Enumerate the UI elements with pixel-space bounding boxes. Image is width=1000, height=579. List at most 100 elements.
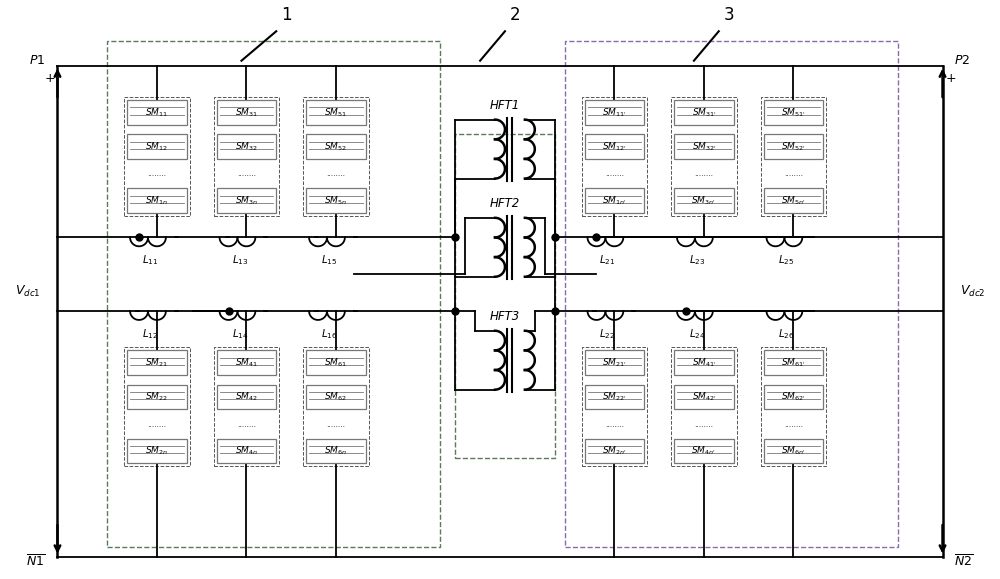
FancyBboxPatch shape bbox=[127, 188, 187, 213]
Text: $SM_{12'}$: $SM_{12'}$ bbox=[602, 140, 627, 153]
Text: $SM_{2n}$: $SM_{2n}$ bbox=[145, 445, 168, 457]
Text: $L_{14}$: $L_{14}$ bbox=[232, 327, 248, 340]
Text: $SM_{42'}$: $SM_{42'}$ bbox=[692, 391, 716, 403]
Text: HFT2: HFT2 bbox=[490, 197, 520, 210]
FancyBboxPatch shape bbox=[764, 188, 823, 213]
FancyBboxPatch shape bbox=[217, 100, 276, 124]
FancyBboxPatch shape bbox=[585, 385, 644, 409]
FancyBboxPatch shape bbox=[127, 350, 187, 375]
Text: $V_{dc2}$: $V_{dc2}$ bbox=[960, 284, 985, 299]
Text: $SM_{6n}$: $SM_{6n}$ bbox=[324, 445, 347, 457]
Text: $SM_{61}$: $SM_{61}$ bbox=[324, 357, 347, 369]
Text: $SM_{11'}$: $SM_{11'}$ bbox=[602, 106, 627, 119]
Text: $L_{22}$: $L_{22}$ bbox=[599, 327, 616, 340]
FancyBboxPatch shape bbox=[585, 188, 644, 213]
Text: $L_{12}$: $L_{12}$ bbox=[142, 327, 158, 340]
Text: $SM_{1n}$: $SM_{1n}$ bbox=[145, 195, 168, 207]
Text: $SM_{41}$: $SM_{41}$ bbox=[235, 357, 258, 369]
Text: $\overline{N2}$: $\overline{N2}$ bbox=[954, 554, 974, 569]
Text: $SM_{12}$: $SM_{12}$ bbox=[145, 140, 168, 153]
Text: ........: ........ bbox=[326, 169, 345, 178]
Text: $SM_{21'}$: $SM_{21'}$ bbox=[602, 357, 627, 369]
FancyBboxPatch shape bbox=[306, 385, 366, 409]
Text: $SM_{51}$: $SM_{51}$ bbox=[324, 106, 347, 119]
Text: $SM_{3n}$: $SM_{3n}$ bbox=[235, 195, 258, 207]
Text: $SM_{11}$: $SM_{11}$ bbox=[145, 106, 168, 119]
Text: $SM_{42}$: $SM_{42}$ bbox=[235, 391, 258, 403]
FancyBboxPatch shape bbox=[217, 439, 276, 463]
Text: $+$: $+$ bbox=[44, 72, 55, 85]
Text: $SM_{2n'}$: $SM_{2n'}$ bbox=[602, 445, 627, 457]
Text: $SM_{1n'}$: $SM_{1n'}$ bbox=[602, 195, 627, 207]
Text: $SM_{52'}$: $SM_{52'}$ bbox=[781, 140, 806, 153]
FancyBboxPatch shape bbox=[217, 188, 276, 213]
Text: $SM_{31}$: $SM_{31}$ bbox=[235, 106, 258, 119]
FancyBboxPatch shape bbox=[674, 439, 734, 463]
Text: $L_{25}$: $L_{25}$ bbox=[778, 253, 795, 267]
FancyBboxPatch shape bbox=[585, 439, 644, 463]
Text: ........: ........ bbox=[147, 169, 166, 178]
FancyBboxPatch shape bbox=[306, 439, 366, 463]
Text: $SM_{51'}$: $SM_{51'}$ bbox=[781, 106, 806, 119]
Text: $SM_{31'}$: $SM_{31'}$ bbox=[692, 106, 716, 119]
Text: $+$: $+$ bbox=[945, 72, 956, 85]
Text: $\overline{N1}$: $\overline{N1}$ bbox=[26, 554, 46, 569]
Text: $P1$: $P1$ bbox=[29, 54, 46, 67]
Text: $L_{13}$: $L_{13}$ bbox=[232, 253, 248, 267]
Text: $SM_{21}$: $SM_{21}$ bbox=[145, 357, 168, 369]
Text: $SM_{5n}$: $SM_{5n}$ bbox=[324, 195, 347, 207]
Text: $L_{21}$: $L_{21}$ bbox=[599, 253, 616, 267]
Text: $SM_{3n'}$: $SM_{3n'}$ bbox=[691, 195, 716, 207]
FancyBboxPatch shape bbox=[674, 385, 734, 409]
FancyBboxPatch shape bbox=[585, 134, 644, 159]
Text: $L_{11}$: $L_{11}$ bbox=[142, 253, 158, 267]
FancyBboxPatch shape bbox=[127, 385, 187, 409]
FancyBboxPatch shape bbox=[306, 100, 366, 124]
Text: $L_{15}$: $L_{15}$ bbox=[321, 253, 337, 267]
Text: HFT3: HFT3 bbox=[490, 310, 520, 323]
FancyBboxPatch shape bbox=[674, 350, 734, 375]
FancyBboxPatch shape bbox=[127, 134, 187, 159]
Text: $SM_{4n}$: $SM_{4n}$ bbox=[235, 445, 258, 457]
FancyBboxPatch shape bbox=[127, 439, 187, 463]
Text: ........: ........ bbox=[237, 420, 256, 428]
FancyBboxPatch shape bbox=[217, 134, 276, 159]
FancyBboxPatch shape bbox=[764, 350, 823, 375]
FancyBboxPatch shape bbox=[764, 439, 823, 463]
Text: $L_{23}$: $L_{23}$ bbox=[689, 253, 705, 267]
FancyBboxPatch shape bbox=[585, 100, 644, 124]
Text: $SM_{41'}$: $SM_{41'}$ bbox=[692, 357, 716, 369]
Text: 3: 3 bbox=[723, 6, 734, 24]
Text: $SM_{52}$: $SM_{52}$ bbox=[324, 140, 347, 153]
Text: $SM_{62}$: $SM_{62}$ bbox=[324, 391, 347, 403]
Text: $SM_{62'}$: $SM_{62'}$ bbox=[781, 391, 806, 403]
Text: $SM_{22'}$: $SM_{22'}$ bbox=[602, 391, 627, 403]
FancyBboxPatch shape bbox=[127, 100, 187, 124]
Text: $L_{26}$: $L_{26}$ bbox=[778, 327, 795, 340]
FancyBboxPatch shape bbox=[674, 134, 734, 159]
Text: 1: 1 bbox=[281, 6, 292, 24]
FancyBboxPatch shape bbox=[306, 188, 366, 213]
Text: $SM_{4n'}$: $SM_{4n'}$ bbox=[691, 445, 716, 457]
FancyBboxPatch shape bbox=[585, 350, 644, 375]
Text: $SM_{32}$: $SM_{32}$ bbox=[235, 140, 258, 153]
Text: $SM_{61'}$: $SM_{61'}$ bbox=[781, 357, 806, 369]
Text: $SM_{5n'}$: $SM_{5n'}$ bbox=[781, 195, 806, 207]
Text: ........: ........ bbox=[147, 420, 166, 428]
Text: $L_{16}$: $L_{16}$ bbox=[321, 327, 338, 340]
FancyBboxPatch shape bbox=[764, 100, 823, 124]
FancyBboxPatch shape bbox=[217, 350, 276, 375]
Text: ........: ........ bbox=[326, 420, 345, 428]
Text: $P2$: $P2$ bbox=[954, 54, 971, 67]
FancyBboxPatch shape bbox=[674, 100, 734, 124]
FancyBboxPatch shape bbox=[764, 134, 823, 159]
FancyBboxPatch shape bbox=[764, 385, 823, 409]
Text: ........: ........ bbox=[784, 420, 803, 428]
Text: ........: ........ bbox=[605, 420, 624, 428]
Text: $L_{24}$: $L_{24}$ bbox=[689, 327, 706, 340]
Text: $V_{dc1}$: $V_{dc1}$ bbox=[15, 284, 40, 299]
FancyBboxPatch shape bbox=[306, 350, 366, 375]
Text: ........: ........ bbox=[784, 169, 803, 178]
Text: ........: ........ bbox=[605, 169, 624, 178]
Text: ........: ........ bbox=[237, 169, 256, 178]
